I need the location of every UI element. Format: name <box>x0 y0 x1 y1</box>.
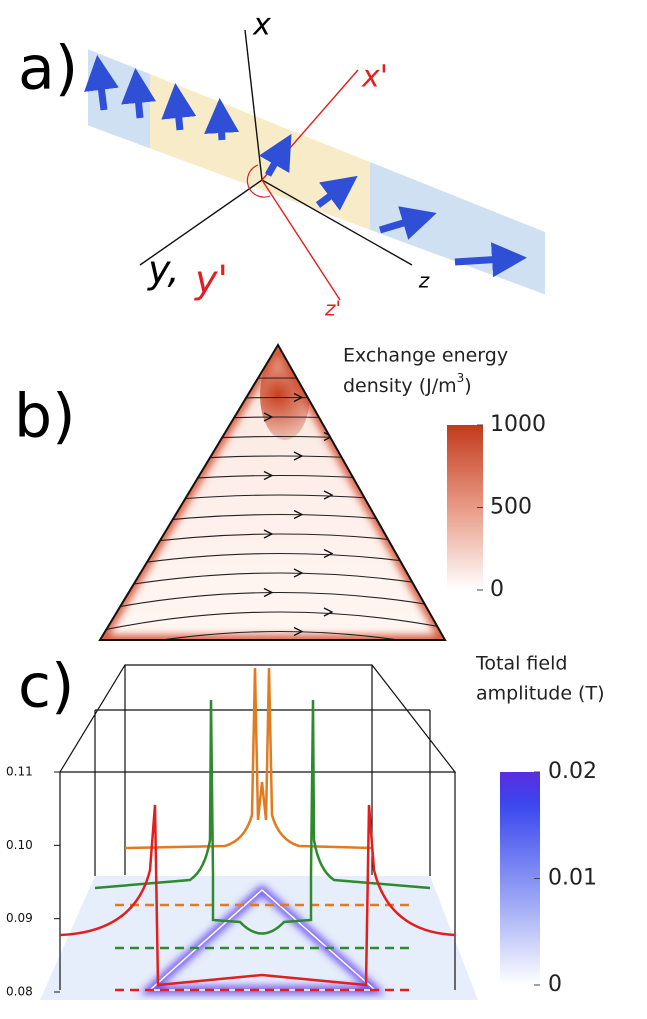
curve-green <box>94 699 431 935</box>
colorbar-title: Exchange energy <box>343 345 508 367</box>
stream-arrow <box>263 412 274 422</box>
axis-label: x' <box>361 60 388 95</box>
y-tick-label: 0.09 <box>6 911 33 925</box>
curve-red <box>59 804 456 987</box>
wireframe <box>58 664 457 990</box>
y-tick-label: 0.08 <box>6 985 33 999</box>
panel-label: b) <box>14 382 76 452</box>
spin-arrow <box>204 98 240 141</box>
stream-arrow <box>323 548 334 559</box>
stream-arrow <box>293 392 304 403</box>
y-tick-label: 0.11 <box>6 765 33 779</box>
stream-arrow <box>323 373 334 383</box>
axis-label: x <box>252 8 271 43</box>
triangle-edge <box>98 343 447 641</box>
stream-arrow <box>263 587 274 598</box>
colorbar-title: Total field <box>475 653 567 675</box>
panel-label: c) <box>18 652 74 722</box>
axis-line <box>139 179 263 266</box>
spin-arrow <box>315 175 358 211</box>
colorbar-tick-label: 0 <box>548 972 562 997</box>
streamline <box>100 630 445 640</box>
stream-arrow <box>293 509 304 520</box>
colorbar-tick-label: 500 <box>490 495 532 520</box>
axis-label: z' <box>324 297 341 321</box>
stream-arrow <box>263 529 274 539</box>
stream-arrow <box>263 470 274 481</box>
colorbar <box>500 772 540 985</box>
y-tick-label: 0.10 <box>6 838 33 852</box>
axis-label: z <box>418 269 430 293</box>
stream-arrow <box>323 490 334 500</box>
curve-orange <box>124 667 373 850</box>
stream-arrow <box>293 568 304 578</box>
colorbar-tick-label: 0 <box>490 577 504 602</box>
spin-arrow <box>258 133 292 177</box>
axis-label: y' <box>194 258 228 302</box>
stream-arrow <box>293 451 304 461</box>
title-part: ) <box>464 375 471 397</box>
colorbar-tick-label: 0.01 <box>548 866 597 891</box>
title-sup: 3 <box>457 371 465 385</box>
colorbar-tick-label: 1000 <box>490 412 546 437</box>
floor-edge <box>148 888 377 991</box>
triangle-fill <box>100 345 445 640</box>
colorbar-title: density (J/m3) <box>343 371 472 397</box>
spin-arrow <box>161 83 197 131</box>
spin-arrow <box>454 242 527 278</box>
spin-arrow <box>121 68 157 119</box>
colorbar-title: amplitude (T) <box>476 683 604 705</box>
spin-arrow <box>84 55 119 111</box>
axis-label: y, <box>147 248 180 292</box>
axis-line <box>261 179 341 301</box>
stream-arrow <box>323 607 334 617</box>
panel-label: a) <box>18 34 78 104</box>
stream-arrow <box>293 626 304 637</box>
spin-arrow <box>378 206 437 240</box>
colorbar-tick-label: 0.02 <box>548 759 597 784</box>
band <box>150 74 370 230</box>
angle-arc <box>246 164 271 198</box>
title-part: density (J/m <box>343 375 457 397</box>
axis-line <box>261 179 413 266</box>
